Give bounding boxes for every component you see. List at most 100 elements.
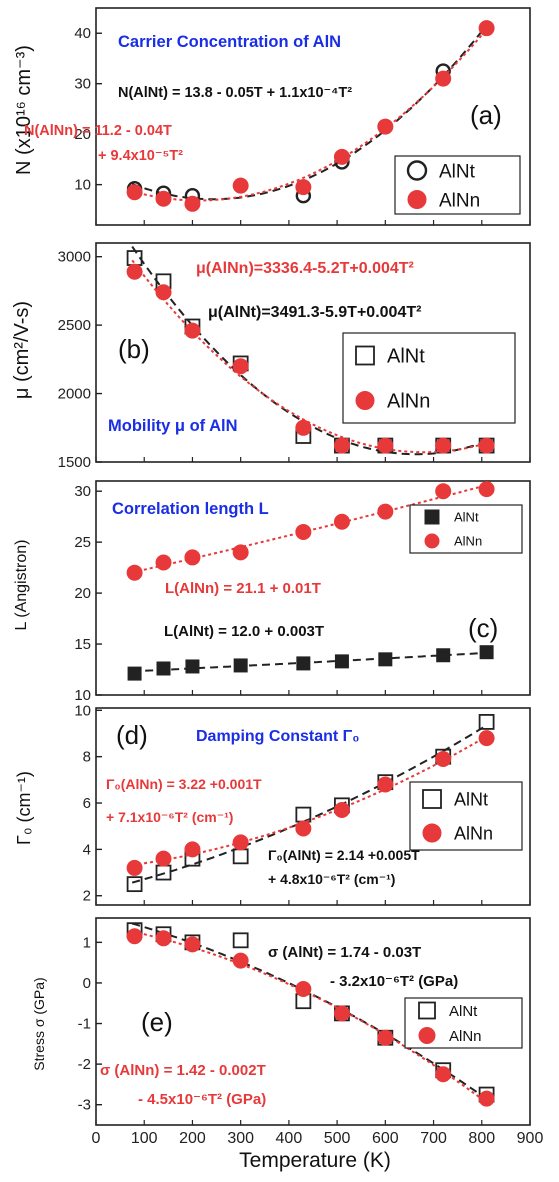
legend-box bbox=[342, 332, 516, 424]
data-point-AlNn bbox=[184, 936, 201, 953]
data-point-AlNt bbox=[127, 666, 142, 681]
data-point-AlNt bbox=[436, 648, 451, 663]
legend-marker-AlNt bbox=[424, 509, 440, 525]
legend-label: AlNn bbox=[387, 391, 430, 413]
data-point-AlNn bbox=[478, 20, 495, 37]
legend-label: AlNn bbox=[454, 823, 493, 843]
plot-frame bbox=[95, 242, 531, 463]
legend-marker-AlNn bbox=[422, 823, 442, 843]
legend-marker-AlNn bbox=[424, 533, 440, 549]
data-point-AlNt bbox=[478, 714, 495, 730]
data-point-AlNn bbox=[232, 177, 249, 194]
data-point-AlNt bbox=[334, 654, 349, 669]
legend-label: AlNn bbox=[439, 190, 480, 211]
panel-label: (e) bbox=[141, 1007, 173, 1037]
data-point-AlNn bbox=[155, 284, 172, 301]
data-point-AlNn bbox=[295, 820, 312, 837]
data-point-AlNn bbox=[377, 118, 394, 135]
legend-marker-AlNt bbox=[406, 160, 428, 181]
data-point-AlNn bbox=[155, 930, 172, 947]
y-tick-label: 0 bbox=[83, 975, 91, 992]
y-tick-label: 6 bbox=[83, 795, 91, 812]
plot-frame bbox=[95, 480, 531, 696]
data-point-AlNn bbox=[377, 437, 394, 454]
fit-curve-AlNn bbox=[131, 30, 486, 202]
y-axis-label: L (Angistron) bbox=[13, 540, 30, 631]
fit-equation: σ (AlNt) = 1.74 - 0.03T bbox=[268, 944, 421, 961]
data-point-AlNn bbox=[435, 483, 452, 500]
y-axis-label: Stress σ (GPa) bbox=[31, 977, 47, 1070]
x-tick-label: 100 bbox=[131, 1130, 158, 1147]
data-point-AlNn bbox=[478, 730, 495, 747]
panel-c: 10 15 20 25 30 L (Angistron) Correlation lengt… bbox=[13, 480, 531, 704]
y-tick-label: 10 bbox=[74, 687, 91, 704]
panel-d: 2 4 6 8 10 Γ₀ (cm⁻¹) Damping Constant Γ₀ (d) Γ₀(… bbox=[14, 702, 531, 906]
fit-curve-AlNt bbox=[131, 725, 486, 884]
data-point-AlNn bbox=[184, 322, 201, 339]
y-tick-label: 30 bbox=[74, 76, 91, 93]
panel-label: (d) bbox=[116, 720, 148, 750]
panel-label: (a) bbox=[470, 100, 502, 130]
fit-equation: Γ₀(AlNt) = 2.14 +0.005T bbox=[268, 847, 420, 863]
data-point-AlNn bbox=[155, 554, 172, 571]
y-tick-label: 3000 bbox=[58, 249, 91, 266]
data-point-AlNn bbox=[232, 544, 249, 561]
data-point-AlNn bbox=[333, 801, 350, 818]
fit-equation: + 7.1x10⁻⁶T² (cm⁻¹) bbox=[106, 809, 233, 825]
data-point-AlNt bbox=[233, 658, 248, 673]
panel-title: Mobility μ of AlN bbox=[108, 417, 238, 435]
legend-label: AlNn bbox=[449, 1028, 482, 1045]
plot-frame bbox=[95, 707, 531, 906]
y-tick-label: 4 bbox=[83, 841, 91, 858]
plot-frame bbox=[95, 917, 531, 1126]
x-axis: 0 100 200 300 400 500 600 700 800 900 bbox=[92, 1130, 544, 1147]
fit-equation: N(AlNn) = 11.2 - 0.04T bbox=[24, 123, 172, 139]
y-tick-label: -1 bbox=[78, 1016, 91, 1033]
y-tick-label: 1 bbox=[83, 934, 91, 951]
fit-equation: - 3.2x10⁻⁶T² (GPa) bbox=[330, 973, 458, 990]
y-tick-label: -3 bbox=[78, 1097, 91, 1114]
data-point-AlNn bbox=[232, 834, 249, 851]
legend-label: AlNt bbox=[449, 1003, 478, 1020]
fit-equation: σ (AlNn) = 1.42 - 0.002T bbox=[100, 1062, 266, 1079]
legend-marker-AlNn bbox=[418, 1027, 436, 1044]
data-point-AlNt bbox=[378, 652, 393, 667]
data-point-AlNn bbox=[126, 184, 143, 201]
data-point-AlNn bbox=[435, 437, 452, 454]
panel-title: Damping Constant Γ₀ bbox=[196, 728, 360, 745]
legend-marker-AlNt bbox=[418, 1001, 436, 1020]
data-point-AlNn bbox=[377, 776, 394, 793]
data-point-AlNn bbox=[232, 358, 249, 375]
fit-equation: L(AlNn) = 21.1 + 0.01T bbox=[165, 580, 321, 597]
fit-equation: μ(AlNn)=3336.4-5.2T+0.004T² bbox=[196, 260, 414, 277]
data-point-AlNn bbox=[184, 841, 201, 858]
y-axis-label: N (x10¹⁶ cm⁻³) bbox=[13, 45, 35, 175]
data-point-AlNn bbox=[184, 549, 201, 566]
data-point-AlNt bbox=[156, 661, 171, 676]
data-point-AlNn bbox=[126, 859, 143, 876]
fit-equation: μ(AlNt)=3491.3-5.9T+0.004T² bbox=[208, 304, 421, 321]
y-tick-label: 8 bbox=[83, 749, 91, 766]
data-point-AlNn bbox=[435, 750, 452, 767]
data-point-AlNt bbox=[126, 876, 143, 893]
plot-frame bbox=[95, 7, 531, 226]
y-tick-label: 10 bbox=[74, 177, 91, 194]
y-tick-label: 30 bbox=[74, 483, 91, 500]
x-tick-label: 800 bbox=[468, 1130, 495, 1147]
y-tick-label: 2500 bbox=[58, 317, 91, 334]
data-point-AlNn bbox=[377, 503, 394, 520]
data-point-AlNt bbox=[232, 932, 249, 949]
data-point-AlNn bbox=[155, 190, 172, 207]
data-point-AlNn bbox=[184, 195, 201, 212]
x-tick-label: 600 bbox=[372, 1130, 399, 1147]
y-tick-label: 20 bbox=[74, 585, 91, 602]
data-point-AlNn bbox=[295, 981, 312, 998]
legend-label: AlNt bbox=[454, 510, 479, 525]
y-tick-label: 10 bbox=[74, 702, 91, 719]
panel-label: (c) bbox=[468, 613, 498, 643]
data-point-AlNn bbox=[155, 850, 172, 867]
data-point-AlNn bbox=[435, 1066, 452, 1083]
data-point-AlNn bbox=[126, 928, 143, 945]
panel-a: 10 20 30 40 N (x10¹⁶ cm⁻³) Carrier Concentrat… bbox=[13, 7, 531, 226]
